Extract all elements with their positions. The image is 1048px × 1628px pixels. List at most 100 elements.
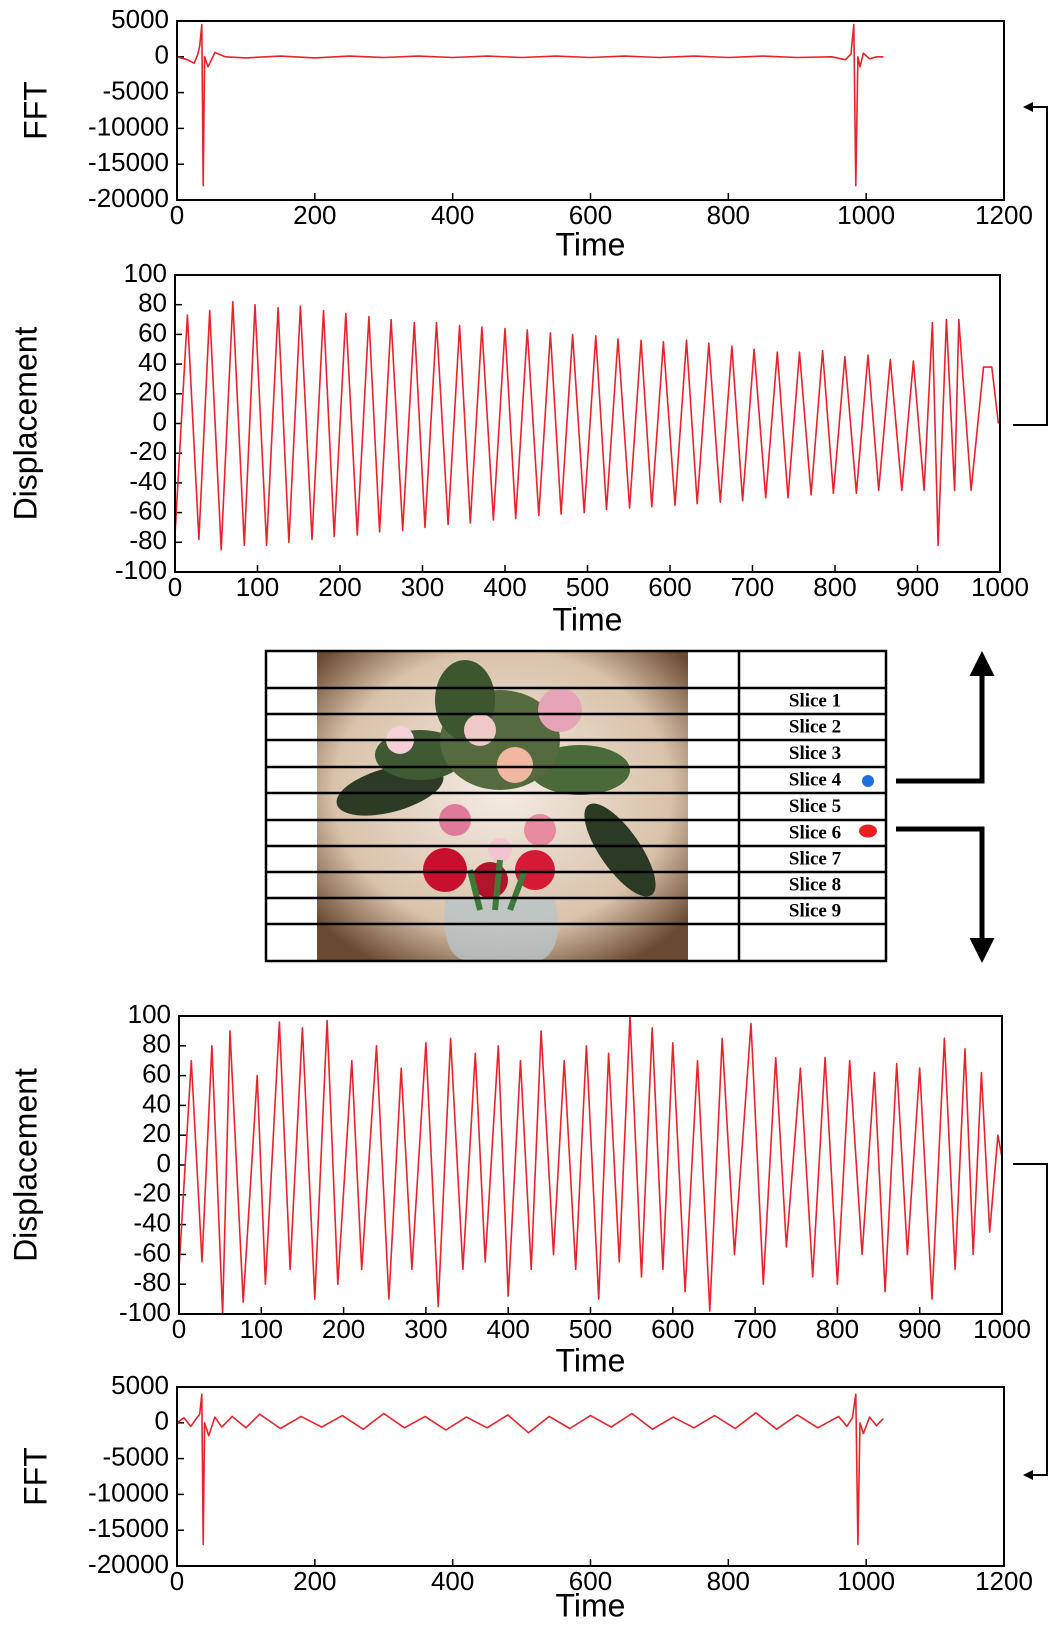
flower-photo [317, 651, 688, 961]
x-tick-label: 1000 [837, 1566, 895, 1596]
x-tick-label: 300 [404, 1314, 447, 1344]
x-tick-label: 300 [401, 572, 444, 602]
slice-label: Slice 3 [789, 743, 841, 764]
x-tick-label: 900 [896, 572, 939, 602]
plot-frame [174, 274, 1001, 573]
slice-label: Slice 2 [789, 716, 841, 737]
x-tick-label: 1000 [837, 200, 895, 230]
x-axis-label: Time [556, 1342, 626, 1378]
x-tick-label: 0 [170, 200, 184, 230]
x-tick-label: 900 [898, 1314, 941, 1344]
y-tick-label: 20 [142, 1118, 171, 1148]
y-tick-label: 60 [138, 317, 167, 347]
x-tick-label: 600 [648, 572, 691, 602]
y-tick-label: 0 [155, 40, 169, 70]
y-tick-label: 60 [142, 1058, 171, 1088]
slice-label: Slice 8 [789, 874, 841, 895]
y-tick-label: -20 [133, 1178, 171, 1208]
slice-label: Slice 6 [789, 822, 841, 843]
x-axis-label: Time [556, 226, 626, 262]
slice-grid [264, 649, 888, 963]
x-axis-label: Time [553, 601, 623, 637]
y-tick-label: 80 [142, 1029, 171, 1059]
y-tick-label: -40 [129, 466, 167, 496]
y-tick-label: 40 [142, 1088, 171, 1118]
x-tick-label: 1200 [975, 200, 1033, 230]
plot-frame [176, 20, 1005, 201]
x-tick-label: 200 [322, 1314, 365, 1344]
y-tick-label: 0 [157, 1148, 171, 1178]
x-tick-label: 200 [318, 572, 361, 602]
y-tick-label: -100 [115, 555, 167, 585]
x-tick-label: 400 [431, 200, 474, 230]
y-tick-label: 100 [124, 258, 167, 288]
connectors [896, 102, 1048, 1480]
x-tick-label: 500 [569, 1314, 612, 1344]
x-tick-label: 700 [731, 572, 774, 602]
y-tick-label: -60 [133, 1237, 171, 1267]
y-tick-label: -20000 [88, 183, 169, 213]
y-tick-label: -5000 [103, 1441, 170, 1471]
y-tick-label: -20 [129, 436, 167, 466]
x-tick-label: 0 [172, 1314, 186, 1344]
x-tick-label: 800 [816, 1314, 859, 1344]
x-tick-label: 800 [707, 200, 750, 230]
x-tick-label: 700 [733, 1314, 776, 1344]
signal-line [178, 1015, 1003, 1315]
y-tick-label: 5000 [111, 4, 169, 34]
y-tick-label: 5000 [111, 1370, 169, 1400]
x-tick-label: 400 [431, 1566, 474, 1596]
y-tick-label: 20 [138, 377, 167, 407]
y-axis-label: Displacement [7, 326, 43, 520]
y-tick-label: -15000 [88, 1513, 169, 1543]
y-tick-label: 80 [138, 288, 167, 318]
y-tick-label: -60 [129, 495, 167, 525]
y-tick-label: -10000 [88, 1477, 169, 1507]
x-tick-label: 200 [293, 200, 336, 230]
x-tick-label: 1000 [971, 572, 1029, 602]
y-tick-label: -10000 [88, 111, 169, 141]
y-tick-label: -80 [133, 1267, 171, 1297]
red-marker [859, 824, 877, 838]
y-tick-label: -80 [129, 525, 167, 555]
y-tick-label: -15000 [88, 147, 169, 177]
signal-line [176, 1393, 884, 1546]
x-tick-label: 800 [707, 1566, 750, 1596]
x-tick-label: 100 [240, 1314, 283, 1344]
y-tick-label: -5000 [103, 75, 170, 105]
plot-frame [176, 1386, 1005, 1567]
y-tick-label: -100 [119, 1297, 171, 1327]
y-tick-label: 40 [138, 347, 167, 377]
x-tick-label: 400 [483, 572, 526, 602]
y-axis-label: Displacement [7, 1068, 43, 1262]
x-tick-label: 1200 [975, 1566, 1033, 1596]
x-tick-label: 0 [168, 572, 182, 602]
blue-marker [862, 775, 874, 787]
x-tick-label: 600 [569, 200, 612, 230]
slice-label: Slice 5 [789, 796, 841, 817]
y-tick-label: 0 [155, 1406, 169, 1436]
x-tick-label: 200 [293, 1566, 336, 1596]
slice-label: Slice 4 [789, 769, 842, 790]
y-tick-label: 100 [128, 999, 171, 1029]
x-tick-label: 100 [236, 572, 279, 602]
y-axis-label: FFT [17, 1447, 53, 1506]
slice-label: Slice 9 [789, 900, 841, 921]
y-tick-label: 0 [153, 406, 167, 436]
signal-line [174, 300, 1000, 551]
slice-label: Slice 1 [789, 690, 841, 711]
y-axis-label: FFT [17, 81, 53, 140]
x-tick-label: 0 [170, 1566, 184, 1596]
y-tick-label: -20000 [88, 1549, 169, 1579]
x-tick-label: 600 [651, 1314, 694, 1344]
y-tick-label: -40 [133, 1207, 171, 1237]
signal-line [176, 23, 884, 187]
x-tick-label: 1000 [973, 1314, 1031, 1344]
x-tick-label: 600 [569, 1566, 612, 1596]
x-tick-label: 800 [813, 572, 856, 602]
x-axis-label: Time [556, 1587, 626, 1623]
x-tick-label: 400 [487, 1314, 530, 1344]
slice-label: Slice 7 [789, 848, 842, 869]
plot-frame [178, 1015, 1003, 1315]
